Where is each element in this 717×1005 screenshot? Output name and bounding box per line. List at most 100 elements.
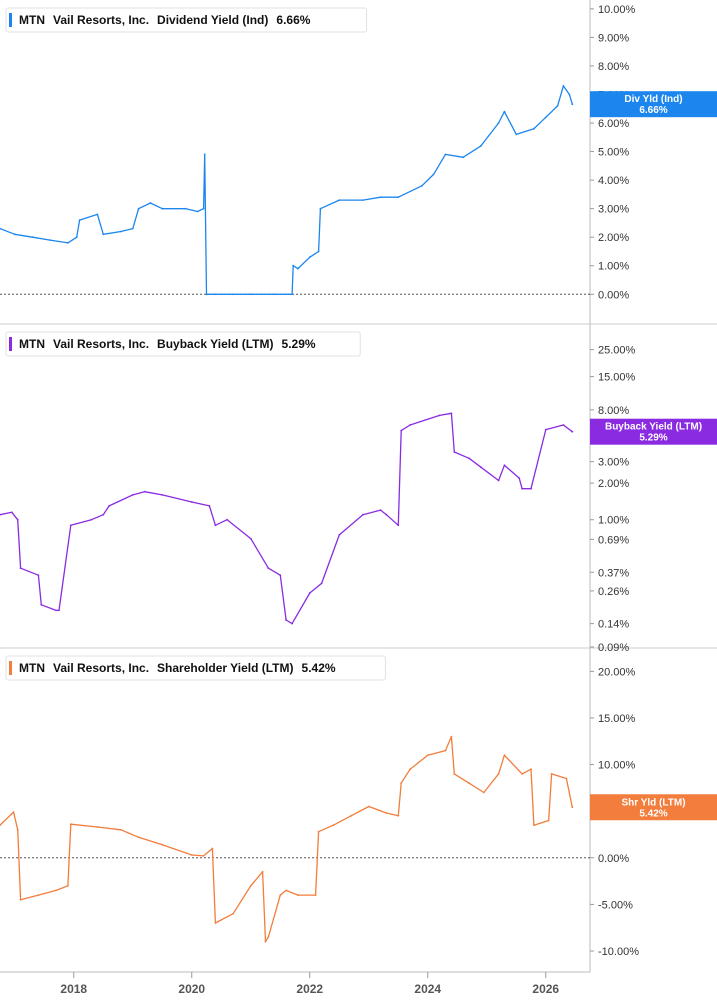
y-tick-label: 3.00% xyxy=(598,457,629,469)
data-point xyxy=(544,428,547,431)
legend-company: Vail Resorts, Inc. xyxy=(53,661,149,675)
legend-last-value: 5.42% xyxy=(302,661,336,675)
data-point xyxy=(203,153,206,156)
legend-text: MTN Vail Resorts, Inc. Buyback Yield (LTM)… xyxy=(19,337,316,351)
data-point xyxy=(533,824,535,827)
data-point xyxy=(90,518,93,521)
data-point xyxy=(379,509,382,511)
data-point xyxy=(40,603,43,606)
data-point xyxy=(78,219,81,222)
data-point xyxy=(432,173,435,176)
y-tick-label: 1.00% xyxy=(598,261,629,273)
data-point xyxy=(75,236,78,239)
data-point xyxy=(297,894,299,896)
data-point xyxy=(350,814,352,817)
data-point xyxy=(0,824,1,827)
data-point xyxy=(562,424,565,426)
x-tick-label: 2026 xyxy=(532,982,559,996)
data-point xyxy=(291,622,293,625)
data-point xyxy=(49,239,51,242)
data-point xyxy=(385,812,388,814)
data-point xyxy=(58,609,60,612)
data-point xyxy=(444,153,447,156)
data-point xyxy=(468,457,470,460)
data-point xyxy=(102,233,105,236)
data-point xyxy=(19,898,22,901)
data-point xyxy=(562,85,565,87)
y-tick-label: 15.00% xyxy=(598,713,636,725)
data-point xyxy=(497,122,500,124)
data-point xyxy=(568,93,571,96)
legend-ticker: MTN xyxy=(19,13,45,27)
data-point xyxy=(214,524,217,527)
data-point xyxy=(161,843,164,846)
label-layer: 10.00%9.00%8.00%7.00%6.00%5.00%4.00%3.00… xyxy=(5,4,717,996)
data-point xyxy=(503,110,506,113)
legend-series-name: Shareholder Yield (LTM) xyxy=(157,661,293,675)
data-point xyxy=(249,293,252,296)
data-point xyxy=(480,466,482,469)
last-value-tag-title: Buyback Yield (LTM) xyxy=(605,422,702,433)
legend-company: Vail Resorts, Inc. xyxy=(53,337,149,351)
y-tick-label: 0.09% xyxy=(598,642,629,654)
y-tick-label: 0.00% xyxy=(598,853,629,865)
data-point xyxy=(409,768,411,771)
data-point xyxy=(37,894,40,896)
data-point xyxy=(108,505,110,507)
data-point xyxy=(320,582,323,585)
y-tick-label: 4.00% xyxy=(598,175,629,187)
data-point xyxy=(55,609,57,612)
series-line xyxy=(0,735,573,943)
data-point xyxy=(547,819,550,822)
data-point xyxy=(397,524,400,527)
y-tick-label: 25.00% xyxy=(598,345,636,357)
data-point xyxy=(0,227,1,230)
legend-text: MTN Vail Resorts, Inc. Shareholder Yield (… xyxy=(19,661,336,675)
data-point xyxy=(285,619,287,621)
legend-ticker: MTN xyxy=(19,661,45,675)
data-point xyxy=(102,513,105,516)
legend-swatch xyxy=(9,13,12,27)
data-point xyxy=(16,828,19,831)
last-value-tag-title: Div Yld (Ind) xyxy=(624,94,682,105)
data-point xyxy=(308,256,311,259)
y-tick-label: 0.14% xyxy=(598,619,629,631)
data-point xyxy=(211,847,214,850)
y-tick-label: 9.00% xyxy=(598,32,629,44)
data-point xyxy=(503,464,506,467)
data-point xyxy=(190,501,193,503)
y-tick-label: 2.00% xyxy=(598,478,629,490)
data-point xyxy=(16,518,19,521)
data-point xyxy=(556,105,559,107)
x-tick-label: 2020 xyxy=(178,982,205,996)
y-tick-label: -5.00% xyxy=(598,899,633,911)
data-point xyxy=(462,156,464,159)
data-point xyxy=(400,429,403,432)
data-point xyxy=(137,836,140,839)
y-tick-label: 20.00% xyxy=(598,666,636,678)
data-point xyxy=(314,894,317,896)
series-line xyxy=(0,85,573,295)
last-value-tag-value: 6.66% xyxy=(639,105,667,116)
legend-text: MTN Vail Resorts, Inc. Dividend Yield (Ind… xyxy=(19,13,311,27)
series-line xyxy=(0,412,573,625)
data-point xyxy=(400,782,403,785)
y-tick-label: 6.00% xyxy=(598,118,629,130)
data-point xyxy=(214,922,217,924)
last-value-tag-value: 5.29% xyxy=(639,433,667,444)
data-point xyxy=(565,777,568,780)
data-point xyxy=(453,773,456,775)
legend-ticker: MTN xyxy=(19,337,45,351)
legend-box xyxy=(5,331,361,357)
data-point xyxy=(214,293,217,296)
data-point xyxy=(367,805,370,808)
data-point xyxy=(279,894,282,896)
data-point xyxy=(319,207,322,210)
data-point xyxy=(453,451,456,453)
y-tick-label: 8.00% xyxy=(598,61,629,73)
y-tick-label: 15.00% xyxy=(598,372,636,384)
y-tick-label: 10.00% xyxy=(598,4,636,16)
data-point xyxy=(521,773,523,775)
data-point xyxy=(264,940,267,943)
